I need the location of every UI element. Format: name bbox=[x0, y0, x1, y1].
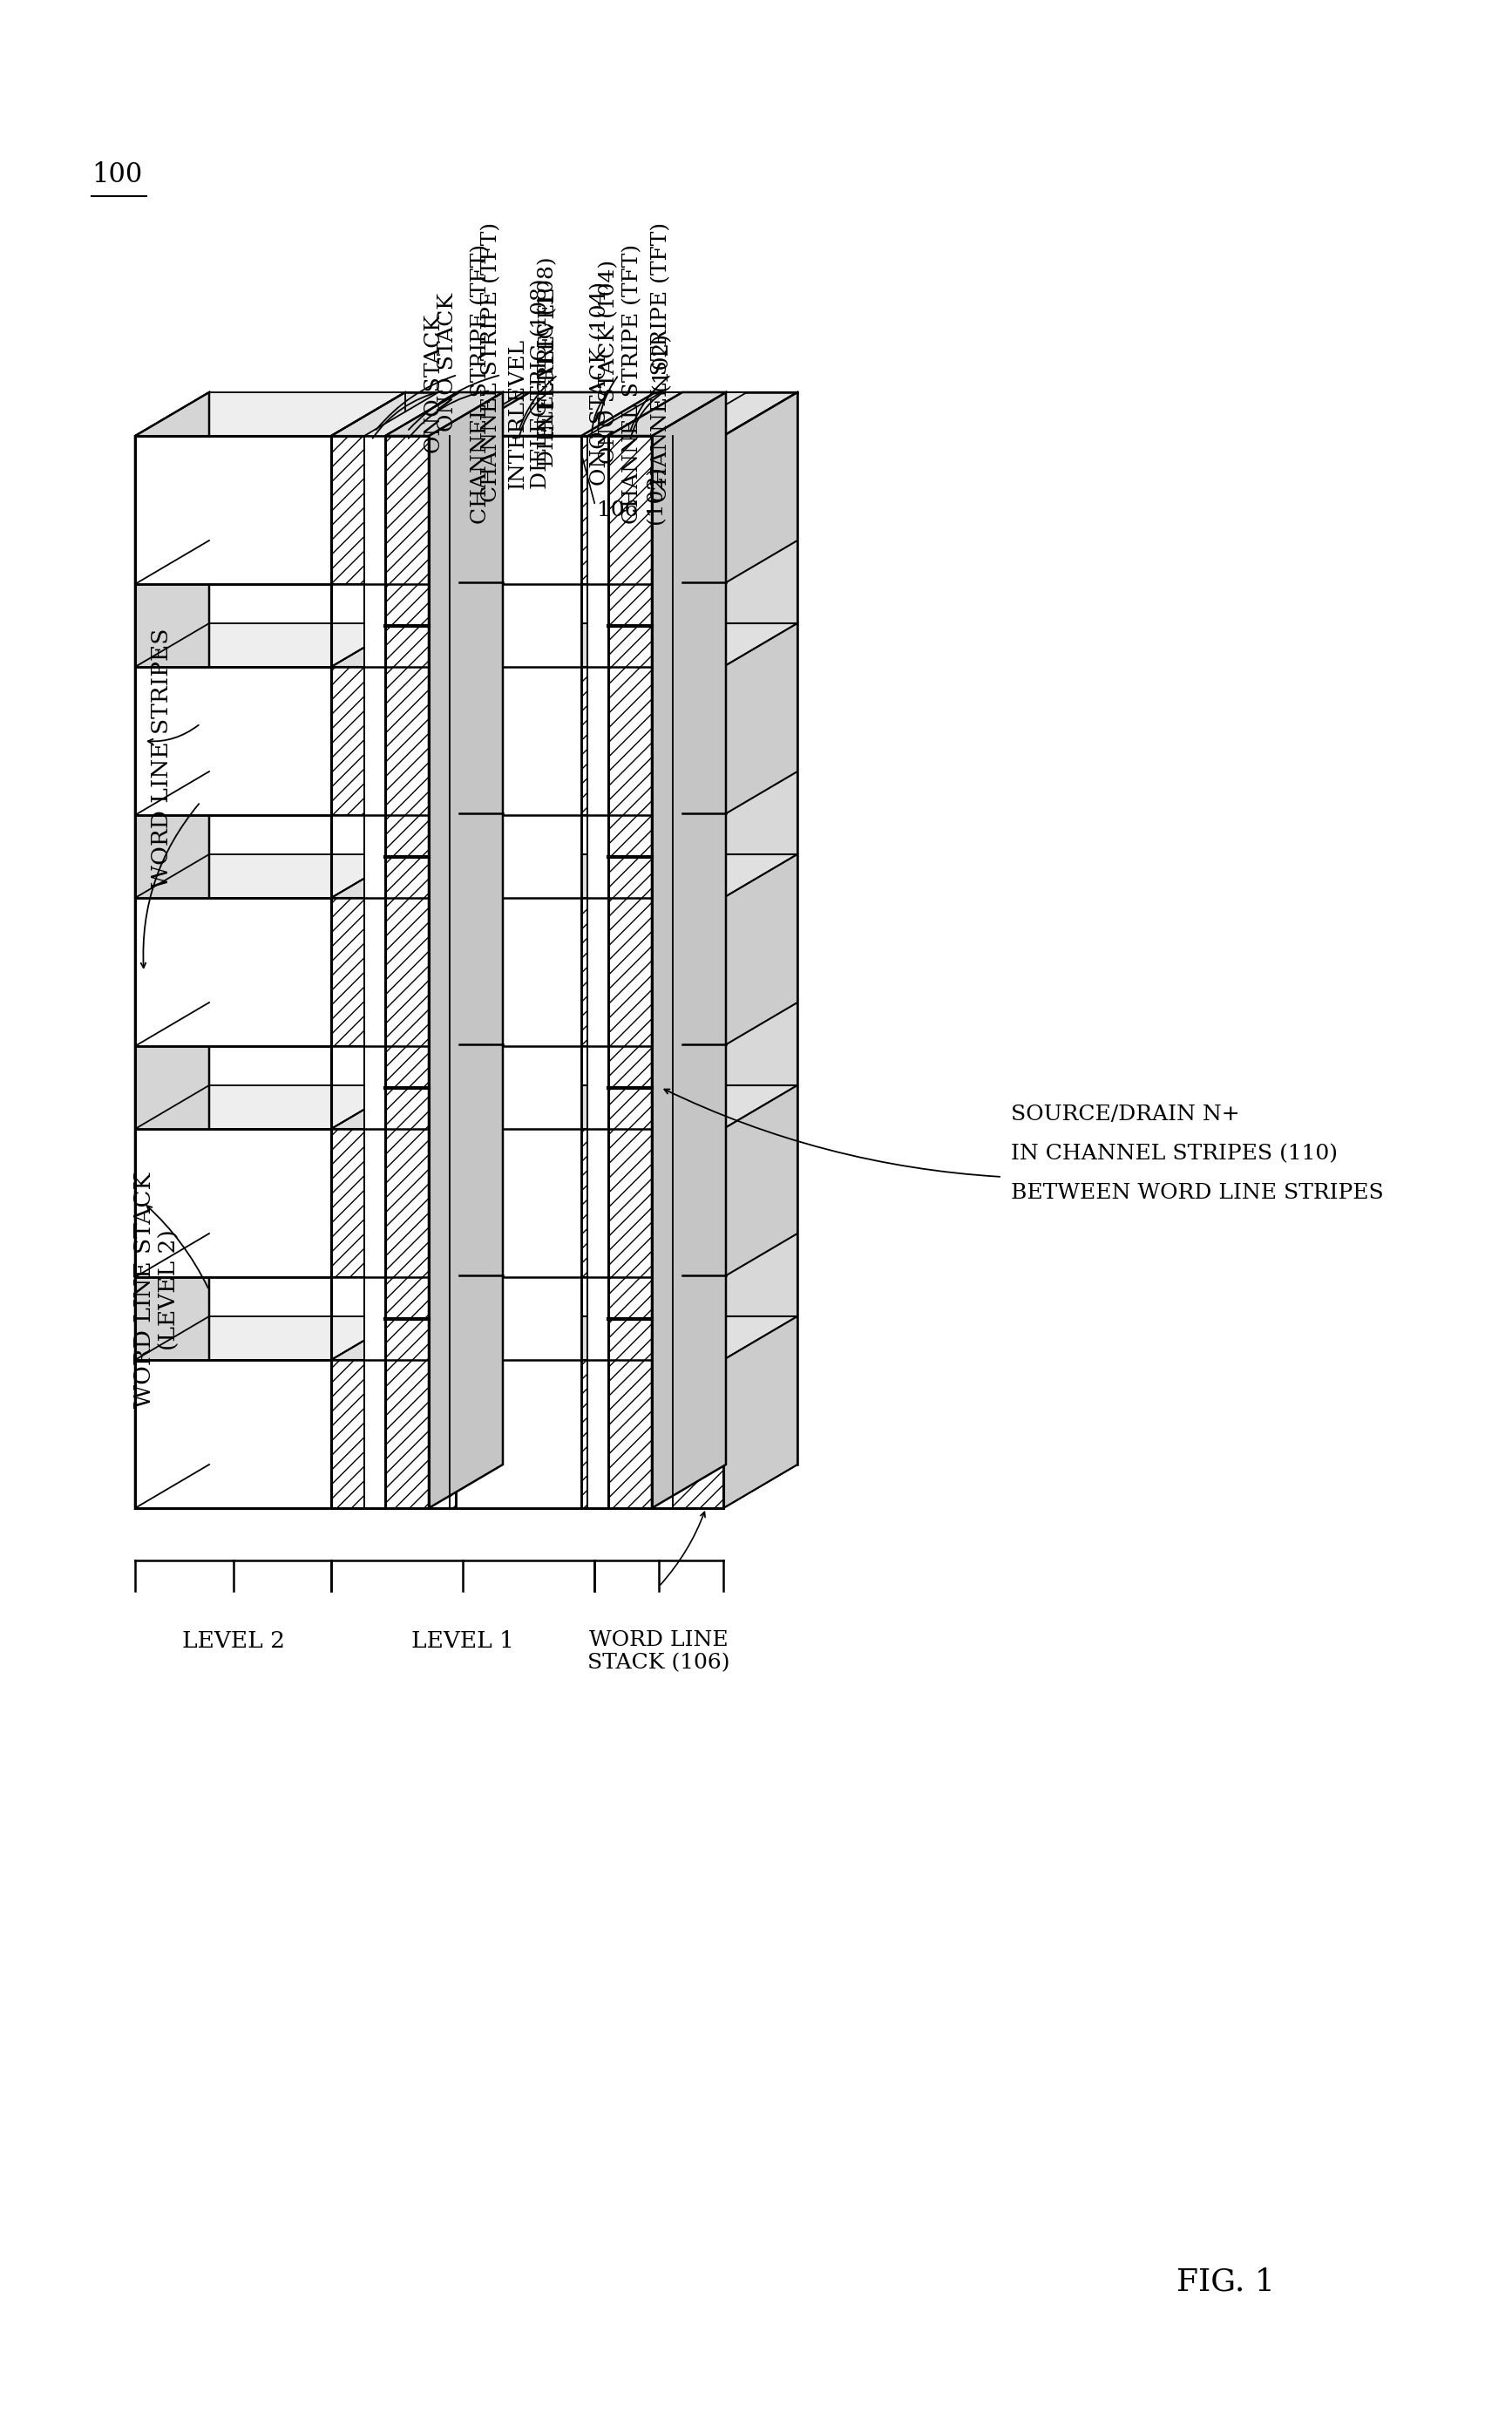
Bar bbox=[581, 1361, 587, 1508]
Bar bbox=[135, 437, 331, 1508]
Bar bbox=[135, 437, 331, 584]
Text: LEVEL 2: LEVEL 2 bbox=[181, 1631, 284, 1653]
Text: CHANNEL STRIPE (TFT): CHANNEL STRIPE (TFT) bbox=[652, 222, 671, 502]
Bar bbox=[673, 898, 723, 1047]
Text: WORD LINE STACK
(LEVEL 2): WORD LINE STACK (LEVEL 2) bbox=[133, 1173, 180, 1407]
Polygon shape bbox=[652, 393, 747, 437]
Bar bbox=[673, 1361, 723, 1508]
Polygon shape bbox=[331, 1317, 797, 1361]
Text: 106: 106 bbox=[597, 499, 638, 519]
Bar bbox=[449, 1361, 455, 1508]
Polygon shape bbox=[135, 1317, 405, 1361]
Bar bbox=[587, 437, 608, 1508]
Polygon shape bbox=[608, 393, 726, 437]
Bar bbox=[581, 437, 587, 584]
Polygon shape bbox=[135, 1086, 405, 1129]
Polygon shape bbox=[331, 393, 797, 437]
Bar bbox=[455, 1361, 581, 1508]
Bar bbox=[331, 898, 723, 1047]
Bar bbox=[449, 1129, 455, 1276]
Polygon shape bbox=[331, 854, 797, 898]
Polygon shape bbox=[331, 1086, 797, 1129]
Polygon shape bbox=[135, 393, 405, 437]
Text: WORD LINE
STACK (106): WORD LINE STACK (106) bbox=[588, 1631, 730, 1672]
Bar bbox=[386, 437, 429, 1508]
Polygon shape bbox=[331, 393, 797, 437]
Bar bbox=[581, 666, 587, 816]
Bar bbox=[429, 437, 449, 1508]
Text: ONO STACK: ONO STACK bbox=[437, 292, 458, 432]
Polygon shape bbox=[723, 1317, 797, 1508]
Text: ONO STACK: ONO STACK bbox=[425, 314, 445, 454]
Text: ONO STACK (104): ONO STACK (104) bbox=[590, 282, 609, 485]
Bar bbox=[449, 666, 455, 816]
Polygon shape bbox=[331, 1317, 405, 1508]
Bar bbox=[581, 898, 587, 1047]
Text: DIELECTRIC (108): DIELECTRIC (108) bbox=[538, 256, 558, 468]
Bar bbox=[673, 1129, 723, 1276]
Text: SOURCE/DRAIN N+: SOURCE/DRAIN N+ bbox=[1012, 1105, 1240, 1124]
Polygon shape bbox=[135, 854, 405, 898]
Bar bbox=[331, 1129, 723, 1276]
Bar bbox=[331, 1361, 364, 1508]
Polygon shape bbox=[135, 393, 209, 1508]
Bar bbox=[673, 666, 723, 816]
Polygon shape bbox=[331, 393, 405, 584]
Text: CHANNEL STRIPE (TFT)
(102): CHANNEL STRIPE (TFT) (102) bbox=[623, 244, 665, 524]
Text: CHANNEL STRIPE (TFT): CHANNEL STRIPE (TFT) bbox=[470, 244, 490, 524]
Polygon shape bbox=[455, 393, 655, 437]
Bar bbox=[652, 437, 673, 1508]
Text: INTERLEVEL: INTERLEVEL bbox=[538, 287, 558, 437]
Bar bbox=[331, 1361, 723, 1508]
Text: BETWEEN WORD LINE STRIPES: BETWEEN WORD LINE STRIPES bbox=[1012, 1182, 1383, 1204]
Text: 100: 100 bbox=[92, 162, 142, 188]
Bar bbox=[673, 437, 723, 584]
Bar bbox=[135, 1361, 331, 1508]
Text: FIG. 1: FIG. 1 bbox=[1176, 2266, 1275, 2297]
Bar bbox=[455, 437, 581, 584]
Bar bbox=[581, 1129, 587, 1276]
Bar bbox=[449, 898, 455, 1047]
Bar bbox=[608, 437, 652, 1508]
Polygon shape bbox=[723, 393, 797, 1508]
Polygon shape bbox=[723, 623, 797, 816]
Polygon shape bbox=[723, 393, 797, 584]
Text: CHANNEL STRIPE (TFT): CHANNEL STRIPE (TFT) bbox=[481, 222, 500, 502]
Text: LEVEL 1: LEVEL 1 bbox=[411, 1631, 514, 1653]
Polygon shape bbox=[135, 623, 405, 666]
Polygon shape bbox=[364, 393, 460, 437]
Bar bbox=[331, 1129, 364, 1276]
Bar bbox=[455, 1129, 581, 1276]
Bar bbox=[135, 1129, 331, 1276]
Polygon shape bbox=[652, 393, 726, 1508]
Bar bbox=[331, 666, 364, 816]
Polygon shape bbox=[429, 393, 503, 1508]
Text: ONO STACK (104): ONO STACK (104) bbox=[599, 261, 618, 463]
Polygon shape bbox=[587, 393, 682, 437]
Bar bbox=[331, 666, 723, 816]
Polygon shape bbox=[723, 854, 797, 1047]
Text: INTERLEVEL
DIELECTRIC (108): INTERLEVEL DIELECTRIC (108) bbox=[508, 277, 550, 490]
Text: WORD LINE STRIPES: WORD LINE STRIPES bbox=[150, 627, 172, 888]
Bar bbox=[455, 898, 581, 1047]
Text: IN CHANNEL STRIPES (110): IN CHANNEL STRIPES (110) bbox=[1012, 1144, 1338, 1163]
Bar bbox=[455, 666, 581, 816]
Bar bbox=[449, 437, 455, 584]
Bar bbox=[135, 666, 331, 816]
Polygon shape bbox=[331, 623, 405, 816]
Bar bbox=[455, 437, 581, 1508]
Bar bbox=[364, 437, 386, 1508]
Bar bbox=[331, 437, 364, 584]
Polygon shape bbox=[386, 393, 503, 437]
Polygon shape bbox=[331, 1086, 405, 1276]
Bar bbox=[331, 437, 723, 584]
Polygon shape bbox=[723, 1086, 797, 1276]
Polygon shape bbox=[331, 854, 405, 1047]
Bar bbox=[135, 898, 331, 1047]
Bar bbox=[331, 898, 364, 1047]
Polygon shape bbox=[331, 623, 797, 666]
Text: (102): (102) bbox=[652, 333, 671, 391]
Polygon shape bbox=[429, 393, 523, 437]
